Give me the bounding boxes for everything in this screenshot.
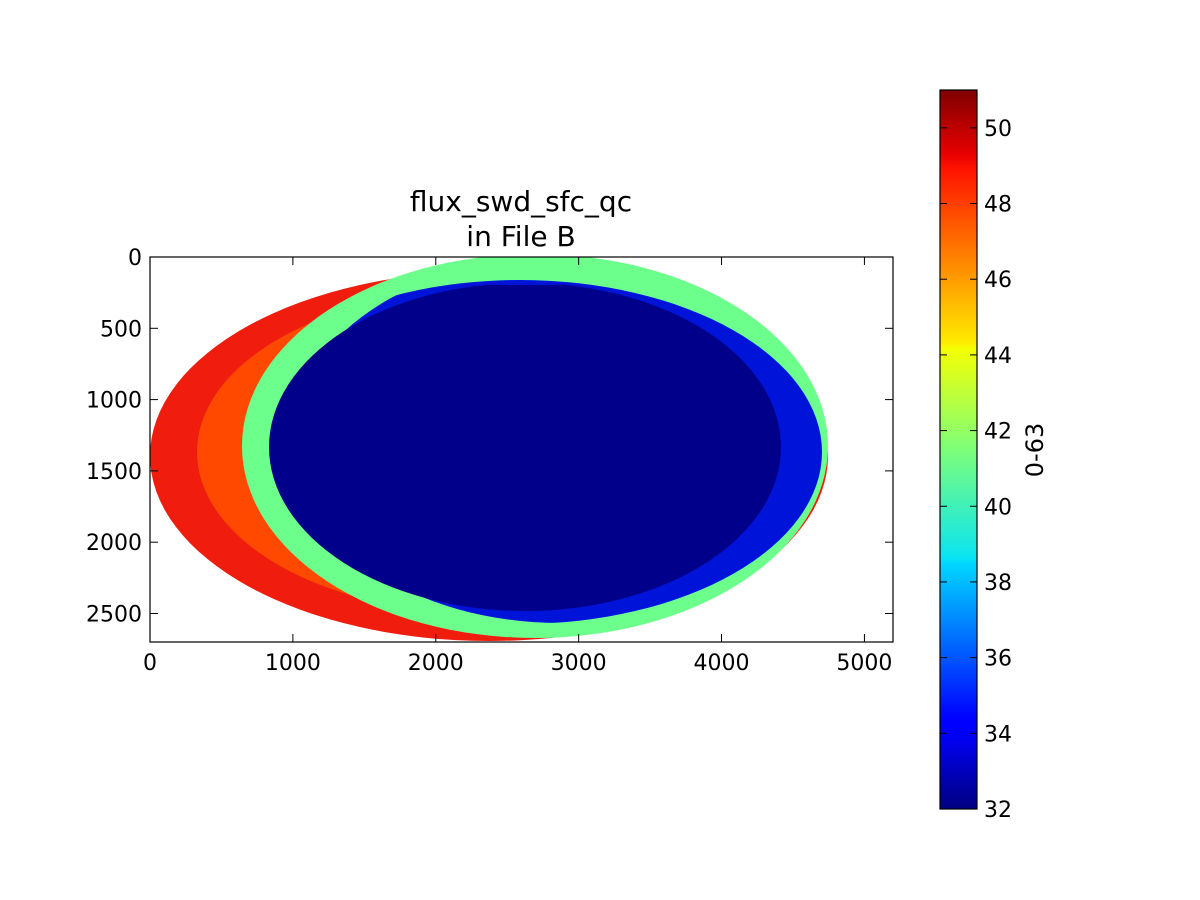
colorbar-tick-label: 44	[984, 344, 1012, 369]
colorbar-tick-label: 42	[984, 420, 1012, 445]
x-tick-label: 4000	[694, 651, 750, 676]
colorbar-label: 0-63	[1021, 423, 1049, 477]
y-tick-label: 1500	[86, 460, 142, 485]
chart-subtitle: in File B	[466, 220, 575, 253]
colorbar-tick-label: 34	[984, 722, 1012, 747]
region-outer-east-band-arc	[269, 283, 781, 285]
x-tick-label: 2000	[408, 651, 464, 676]
y-tick-label: 500	[100, 317, 142, 342]
colorbar-tick-label: 40	[984, 495, 1012, 520]
plot-frame	[149, 256, 894, 643]
y-tick-label: 0	[128, 246, 142, 271]
colorbar-tick-label: 38	[984, 571, 1012, 596]
colorbar-tick-label: 50	[984, 117, 1012, 142]
y-axis: 0 500 1000 1500 2000 2500	[86, 246, 893, 627]
colorbar-gradient	[939, 89, 978, 810]
x-tick-label: 3000	[551, 651, 607, 676]
region-inner-east-disk	[269, 283, 781, 611]
y-tick-label: 1000	[86, 389, 142, 414]
colorbar-tick-label: 46	[984, 268, 1012, 293]
x-tick-label: 1000	[265, 651, 321, 676]
chart-title: flux_swd_sfc_qc	[410, 185, 632, 218]
colorbar-tick-label: 36	[984, 647, 1012, 672]
colorbar-ticks: 32 34 36 38 40 42 44 46 48 50	[940, 117, 1012, 823]
heatmap-image	[150, 257, 828, 641]
colorbar-tick-label: 32	[984, 798, 1012, 823]
x-axis: 0 1000 2000 3000 4000 5000	[143, 257, 892, 676]
x-tick-label: 5000	[836, 651, 892, 676]
y-tick-label: 2000	[86, 531, 142, 556]
y-tick-label: 2500	[86, 602, 142, 627]
colorbar: 32 34 36 38 40 42 44 46 48 50 0-63	[939, 89, 1049, 823]
colorbar-tick-label: 48	[984, 193, 1012, 218]
x-tick-label: 0	[143, 651, 157, 676]
